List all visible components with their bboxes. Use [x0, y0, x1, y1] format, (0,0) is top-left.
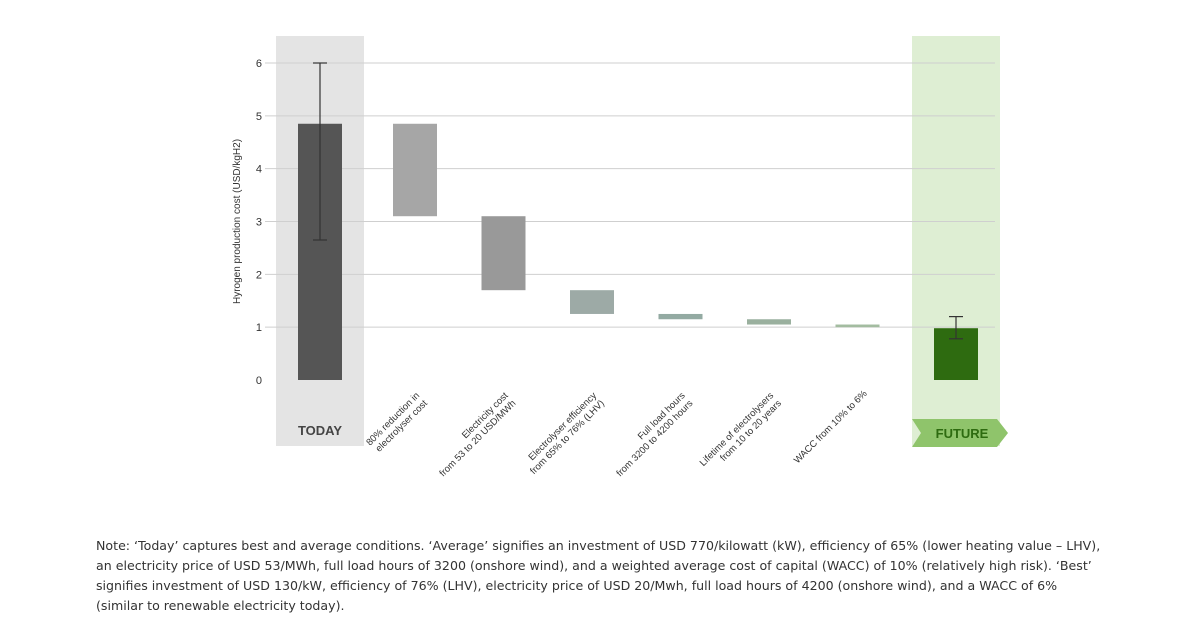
bar-step	[393, 123, 437, 217]
waterfall-chart: 0 1 2 3 4 5 6 Hyrogen production cost (USD/kgH…	[232, 36, 1008, 479]
error-bars	[313, 62, 963, 340]
y-axis-ticks: 0 1 2 3 4 5 6	[256, 58, 262, 387]
y-axis-label: Hyrogen production cost (USD/kgH2)	[232, 139, 243, 304]
y-tick-label: 1	[256, 322, 262, 334]
background-bands	[276, 36, 1000, 446]
category-label: Electricity costfrom 53 to 20 USD/MWh	[430, 390, 519, 479]
future-label: FUTURE	[936, 426, 989, 441]
today-label: TODAY	[298, 423, 342, 438]
category-label: Full load hoursfrom 3200 to 4200 hours	[607, 390, 696, 479]
error-bar	[949, 316, 963, 340]
y-tick-label: 4	[256, 164, 262, 176]
gridlines	[265, 62, 995, 328]
bar-step	[570, 290, 614, 314]
bars	[298, 123, 978, 380]
y-tick-label: 6	[256, 58, 262, 70]
y-tick-label: 3	[256, 217, 262, 229]
category-label: 80% reduction inelectrolyser cost	[364, 390, 430, 456]
error-bar	[313, 62, 327, 241]
category-labels: 80% reduction inelectrolyser cost Electri…	[364, 388, 870, 479]
y-tick-label: 0	[256, 375, 262, 387]
y-tick-label: 5	[256, 111, 262, 123]
future-ribbon	[912, 419, 1008, 447]
future-band	[912, 36, 1000, 446]
bar-step	[658, 313, 703, 320]
bar-step	[481, 216, 526, 291]
category-label: WACC from 10% to 6%	[792, 388, 870, 466]
y-tick-label: 2	[256, 269, 262, 281]
category-label: Lifetime of electrolysersfrom 10 to 20 y…	[698, 390, 784, 476]
category-label: Electrolyser efficiencyfrom 65% to 76% (…	[520, 390, 607, 477]
bar-step	[835, 324, 880, 328]
bar-step	[747, 319, 791, 325]
chart-note: Note: ‘Today’ captures best and average …	[96, 538, 1101, 613]
